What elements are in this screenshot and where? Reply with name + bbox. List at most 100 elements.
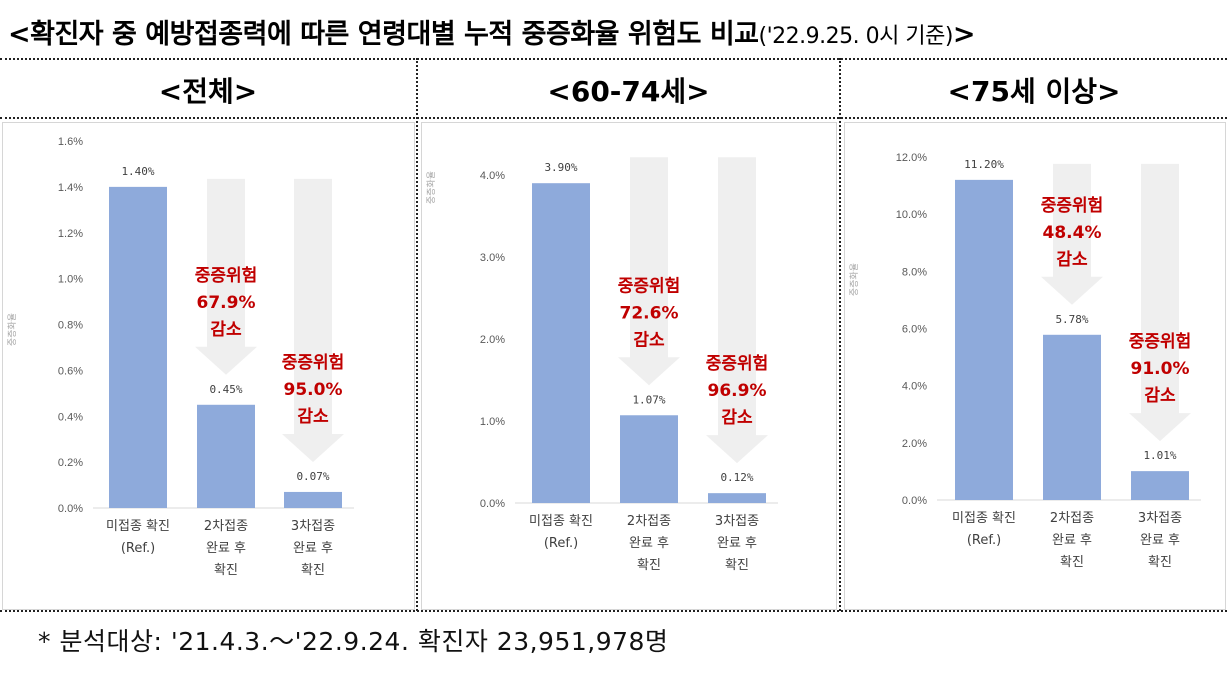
bar xyxy=(708,493,766,503)
data-label: 1.07% xyxy=(632,393,665,406)
y-tick-label: 1.0% xyxy=(58,274,83,286)
y-tick-label: 0.2% xyxy=(58,457,83,469)
panel-title-all: <전체> xyxy=(158,75,258,108)
x-tick-label-line: 완료 후 xyxy=(1052,533,1092,548)
title-main: <확진자 중 예방접종력에 따른 연령대별 누적 중증화율 위험도 비교 xyxy=(8,19,759,50)
x-tick-label: 3차접종 완료 후 확진 xyxy=(1138,511,1182,570)
y-tick-label: 4.0% xyxy=(902,381,927,393)
data-label: 0.45% xyxy=(209,383,242,396)
x-tick-label-line: 미접종 확진 xyxy=(529,514,593,529)
x-tick-label-line: 확진 xyxy=(301,563,325,578)
y-tick-label: 8.0% xyxy=(902,266,927,278)
x-tick-label-line: 확진 xyxy=(1148,555,1172,570)
data-label: 0.12% xyxy=(720,471,753,484)
data-label: 1.01% xyxy=(1143,449,1176,462)
risk-annotation-line: 감소 xyxy=(633,330,665,350)
decrease-arrow xyxy=(1041,163,1103,305)
x-tick-label-line: 완료 후 xyxy=(629,536,669,551)
risk-annotation: 중증위험 95.0% 감소 xyxy=(282,352,345,427)
x-tick-label-line: (Ref.) xyxy=(544,536,578,551)
decrease-arrow xyxy=(195,178,257,375)
divider-top xyxy=(0,58,1227,60)
decrease-arrow xyxy=(618,157,680,386)
data-label: 5.78% xyxy=(1055,313,1088,326)
bar xyxy=(532,183,590,503)
x-tick-label: 2차접종 완료 후 확진 xyxy=(204,519,248,578)
risk-annotation-line: 67.9% xyxy=(197,293,256,313)
risk-annotation: 중증위험 96.9% 감소 xyxy=(706,353,769,428)
panel-title-60-74: <60-74세> xyxy=(547,75,710,108)
x-tick-label-line: 2차접종 xyxy=(627,514,671,529)
risk-annotation: 중증위험 91.0% 감소 xyxy=(1129,331,1192,406)
risk-annotation-line: 중증위험 xyxy=(1041,195,1104,216)
bar-chart-75-plus: 0.0% 2.0% 4.0% 6.0% 8.0% 10.0% 12.0% 중증화율 11.20%… xyxy=(849,152,1201,570)
risk-annotation-line: 중증위험 xyxy=(706,353,769,374)
title-date: ('22.9.25. 0시 기준) xyxy=(758,24,954,49)
x-tick-label-line: 확진 xyxy=(214,563,238,578)
risk-annotation-line: 중증위험 xyxy=(195,265,258,286)
data-label: 11.20% xyxy=(964,158,1004,171)
risk-annotation: 중증위험 67.9% 감소 xyxy=(195,265,258,340)
risk-annotation-line: 96.9% xyxy=(708,381,767,401)
bar-chart-60-74: 0.0% 1.0% 2.0% 3.0% 4.0% 중증화율 3.90% 1.07% 0.12% 미… xyxy=(426,157,778,573)
panel-title-75-plus: <75세 이상> xyxy=(947,75,1121,108)
risk-annotation-line: 95.0% xyxy=(284,380,343,400)
chart-panel-75-plus: 0.0% 2.0% 4.0% 6.0% 8.0% 10.0% 12.0% 중증화율 11.20%… xyxy=(844,122,1226,610)
title-row: <확진자 중 예방접종력에 따른 연령대별 누적 중증화율 위험도 비교('22… xyxy=(0,0,1227,58)
y-tick-label: 1.4% xyxy=(58,182,83,194)
risk-annotation: 중증위험 48.4% 감소 xyxy=(1041,195,1104,270)
bar xyxy=(955,179,1013,500)
risk-annotation-line: 72.6% xyxy=(620,303,679,323)
bar xyxy=(1131,471,1189,500)
x-tick-label-line: 완료 후 xyxy=(206,541,246,556)
page-title: <확진자 중 예방접종력에 따른 연령대별 누적 중증화율 위험도 비교('22… xyxy=(8,12,976,51)
risk-annotation-line: 중증위험 xyxy=(1129,331,1192,352)
x-tick-label-line: 3차접종 xyxy=(291,519,335,534)
x-tick-label: 미접종 확진 (Ref.) xyxy=(106,519,170,556)
data-label: 1.40% xyxy=(121,165,154,178)
y-axis-label: 중증화율 xyxy=(426,171,437,204)
x-tick-label-line: 확진 xyxy=(725,558,749,573)
y-tick-label: 2.0% xyxy=(480,334,505,346)
y-tick-label: 0.0% xyxy=(902,495,927,507)
y-tick-label: 0.0% xyxy=(480,498,505,510)
x-tick-label-line: 확진 xyxy=(637,558,661,573)
y-tick-label: 1.6% xyxy=(58,136,83,148)
bar-chart-all: 0.0% 0.2% 0.4% 0.6% 0.8% 1.0% 1.2% 1.4% 1.6% 중증화율… xyxy=(7,136,354,578)
x-tick-label-line: 완료 후 xyxy=(1140,533,1180,548)
x-tick-label-line: (Ref.) xyxy=(121,541,155,556)
title-end: > xyxy=(952,19,976,50)
footnote: * 분석대상: '21.4.3.～'22.9.24. 확진자 23,951,97… xyxy=(38,627,669,656)
decrease-arrow xyxy=(706,157,768,464)
chart-panel-60-74: 0.0% 1.0% 2.0% 3.0% 4.0% 중증화율 3.90% 1.07% 0.12% 미… xyxy=(421,122,837,610)
data-label: 0.07% xyxy=(296,470,329,483)
y-tick-label: 2.0% xyxy=(902,438,927,450)
x-tick-label-line: 미접종 확진 xyxy=(952,511,1016,526)
x-tick-label-line: 2차접종 xyxy=(1050,511,1094,526)
data-label: 3.90% xyxy=(544,161,577,174)
y-tick-label: 1.0% xyxy=(480,416,505,428)
bar xyxy=(284,491,342,508)
y-axis-label: 중증화율 xyxy=(7,313,18,346)
divider-v1 xyxy=(416,58,418,611)
x-tick-label-line: (Ref.) xyxy=(967,533,1001,548)
y-tick-label: 3.0% xyxy=(480,252,505,264)
y-tick-label: 0.6% xyxy=(58,365,83,377)
y-tick-label: 1.2% xyxy=(58,228,83,240)
x-tick-label-line: 완료 후 xyxy=(717,536,757,551)
x-tick-label-line: 완료 후 xyxy=(293,541,333,556)
risk-annotation-line: 감소 xyxy=(297,407,329,427)
x-tick-label-line: 3차접종 xyxy=(715,514,759,529)
divider-v2 xyxy=(839,58,841,611)
x-tick-label-line: 미접종 확진 xyxy=(106,519,170,534)
y-tick-label: 0.0% xyxy=(58,503,83,515)
y-tick-label: 4.0% xyxy=(480,170,505,182)
decrease-arrow xyxy=(1129,163,1191,442)
x-tick-label: 미접종 확진 (Ref.) xyxy=(529,514,593,551)
risk-annotation-line: 감소 xyxy=(1056,250,1088,270)
x-tick-label-line: 확진 xyxy=(1060,555,1084,570)
divider-bottom xyxy=(0,610,1227,612)
y-tick-label: 6.0% xyxy=(902,324,927,336)
